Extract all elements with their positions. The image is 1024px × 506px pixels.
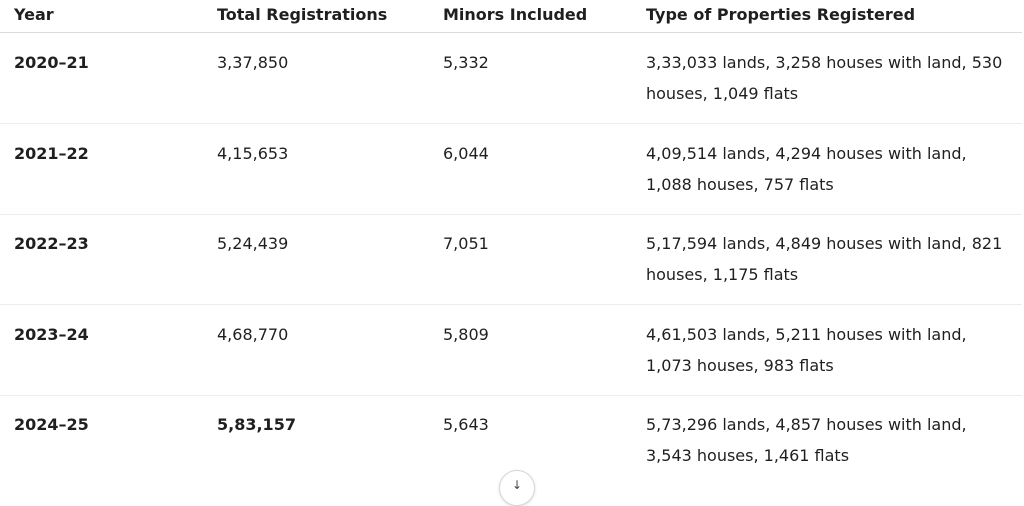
minors-included-cell: 6,044 [443, 144, 489, 163]
table-row: 2024–25 5,83,157 5,643 5,73,296 lands, 4… [0, 395, 1022, 486]
year-cell: 2020–21 [14, 53, 89, 72]
header-minors-included: Minors Included [443, 5, 588, 24]
total-registrations-cell: 5,24,439 [217, 234, 289, 253]
total-registrations-cell: 4,68,770 [217, 325, 289, 344]
header-property-types: Type of Properties Registered [646, 5, 916, 24]
minors-included-cell: 7,051 [443, 234, 489, 253]
total-registrations-cell: 5,83,157 [217, 415, 296, 434]
total-registrations-cell: 4,15,653 [217, 144, 289, 163]
year-cell: 2023–24 [14, 325, 89, 344]
total-registrations-cell: 3,37,850 [217, 53, 289, 72]
year-cell: 2024–25 [14, 415, 89, 434]
header-year: Year [14, 5, 54, 24]
table-row: 2020–21 3,37,850 5,332 3,33,033 lands, 3… [0, 33, 1022, 124]
property-types-cell: 4,61,503 lands, 5,211 houses with land, … [646, 325, 967, 375]
property-types-cell: 5,17,594 lands, 4,849 houses with land, … [646, 234, 1003, 284]
scroll-down-button[interactable]: ↓ [499, 470, 535, 506]
property-types-cell: 5,73,296 lands, 4,857 houses with land, … [646, 415, 967, 465]
minors-included-cell: 5,332 [443, 53, 489, 72]
table-row: 2022–23 5,24,439 7,051 5,17,594 lands, 4… [0, 214, 1022, 305]
registrations-table: Year Total Registrations Minors Included… [0, 0, 1022, 486]
year-cell: 2021–22 [14, 144, 89, 163]
table-row: 2021–22 4,15,653 6,044 4,09,514 lands, 4… [0, 124, 1022, 215]
arrow-down-icon: ↓ [512, 478, 523, 492]
minors-included-cell: 5,809 [443, 325, 489, 344]
property-types-cell: 3,33,033 lands, 3,258 houses with land, … [646, 53, 1003, 103]
minors-included-cell: 5,643 [443, 415, 489, 434]
table-row: 2023–24 4,68,770 5,809 4,61,503 lands, 5… [0, 305, 1022, 396]
property-types-cell: 4,09,514 lands, 4,294 houses with land, … [646, 144, 967, 194]
table-header-row: Year Total Registrations Minors Included… [0, 0, 1022, 33]
year-cell: 2022–23 [14, 234, 89, 253]
header-total-registrations: Total Registrations [217, 5, 388, 24]
